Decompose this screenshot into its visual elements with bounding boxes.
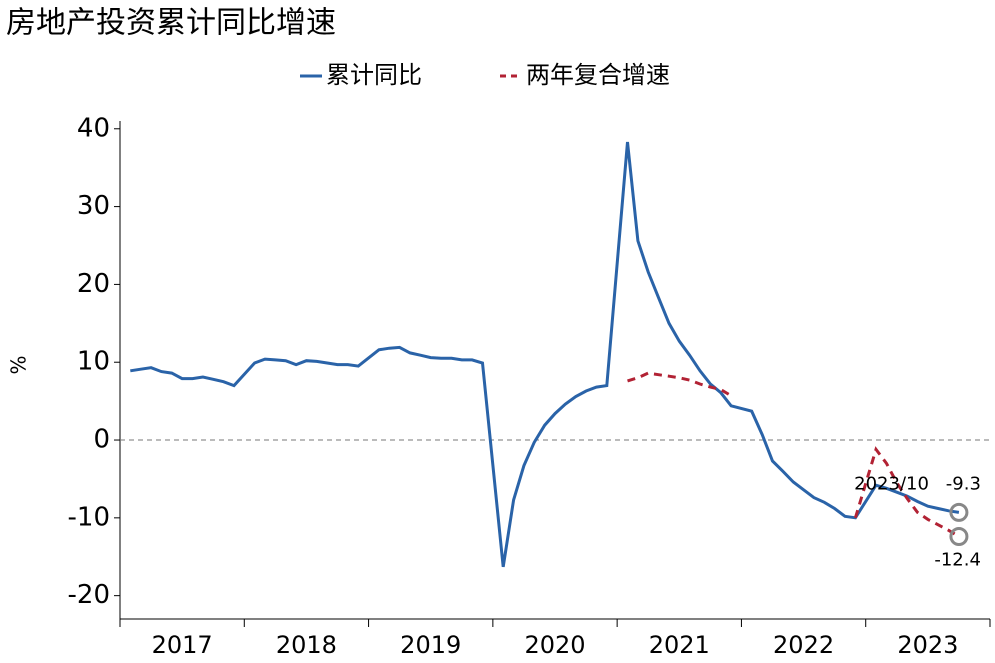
series-line	[130, 141, 960, 568]
y-tick-label: 40	[77, 113, 110, 143]
x-tick-label: 2021	[649, 631, 710, 659]
highlight-marker	[949, 527, 969, 547]
y-tick-label: 0	[93, 425, 110, 455]
y-axis-label: %	[7, 355, 31, 374]
y-tick-label: 10	[77, 347, 110, 377]
x-tick-label: 2018	[276, 631, 337, 659]
legend-label: 累计同比	[326, 61, 422, 89]
y-tick-label: 30	[77, 191, 110, 221]
x-tick-label: 2017	[152, 631, 213, 659]
highlight-marker	[949, 502, 969, 522]
y-tick-label: -10	[68, 502, 110, 532]
series-line	[627, 371, 960, 538]
x-tick-label: 2023	[897, 631, 958, 659]
annotation: 2023/10	[854, 473, 929, 494]
legend-label: 两年复合增速	[526, 61, 670, 89]
data-label: -9.3	[946, 473, 981, 494]
y-tick-label: -20	[68, 580, 110, 610]
x-tick-label: 2019	[400, 631, 461, 659]
data-label: -12.4	[934, 550, 981, 571]
y-tick-label: 20	[77, 269, 110, 299]
x-tick-label: 2020	[524, 631, 585, 659]
chart-title: 房地产投资累计同比增速	[6, 6, 336, 41]
x-tick-label: 2022	[773, 631, 834, 659]
